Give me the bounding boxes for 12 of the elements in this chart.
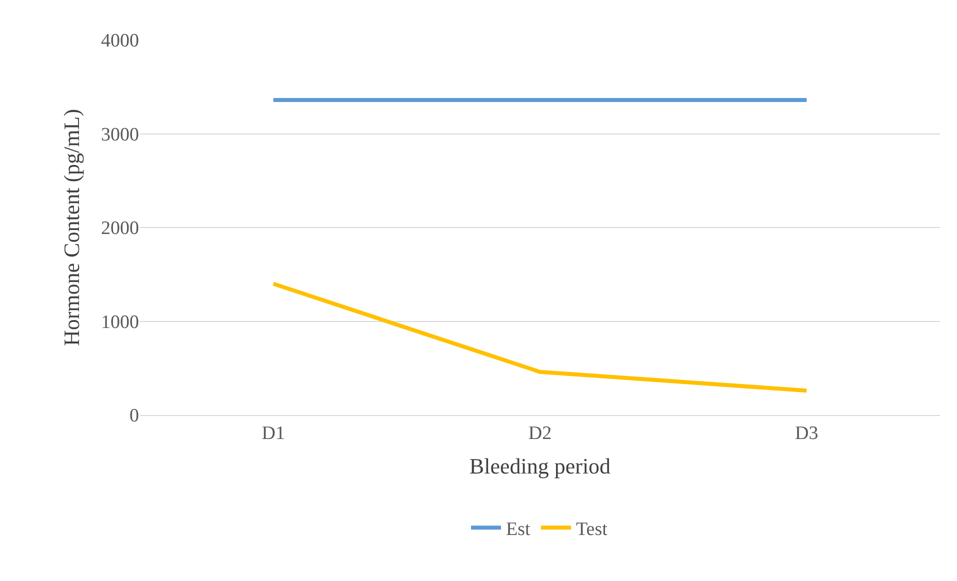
- x-axis-title: Bleeding period: [469, 454, 611, 479]
- legend-label: Test: [576, 519, 608, 540]
- y-tick-label: 2000: [101, 218, 139, 240]
- y-tick-label: 4000: [101, 30, 139, 52]
- x-tick-label: D2: [528, 422, 552, 444]
- x-tick-label: D1: [262, 422, 285, 444]
- y-tick-label: 3000: [101, 124, 139, 146]
- x-tick-label: D3: [795, 422, 818, 444]
- y-tick-label: 0: [130, 406, 139, 427]
- y-tick-label: 1000: [101, 312, 139, 333]
- legend-label: Est: [506, 519, 531, 540]
- y-axis-title: Hormone Content (pg/mL): [58, 108, 84, 346]
